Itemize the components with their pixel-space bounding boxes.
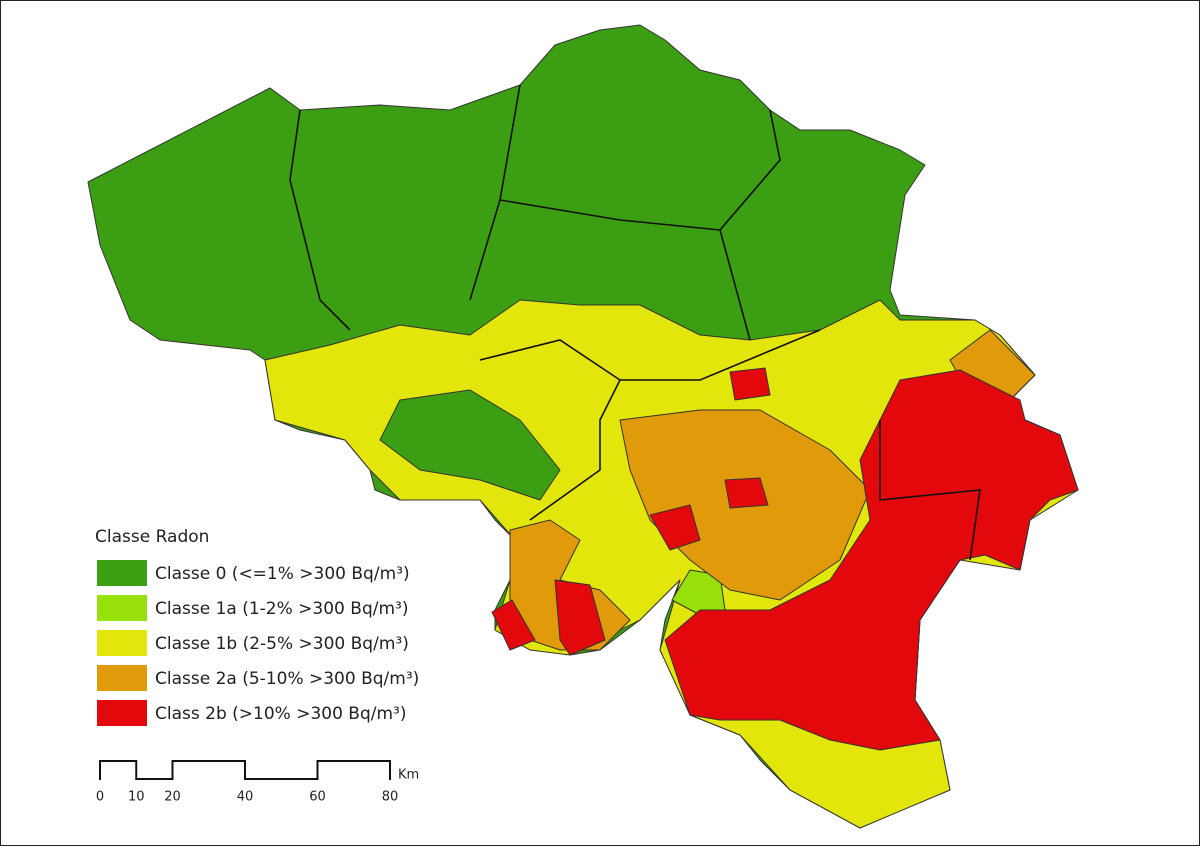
province-border — [879, 420, 981, 561]
scale-label: 20 — [164, 790, 181, 805]
scale-label: 40 — [237, 790, 254, 805]
scale-label: 10 — [128, 790, 145, 805]
scale-label: 80 — [382, 790, 399, 805]
scale-label: 60 — [309, 790, 326, 805]
zone-red-sw — [554, 579, 606, 656]
legend-swatch — [97, 560, 147, 586]
legend: Classe Radon Classe 0 (<=1% >300 Bq/m³) C… — [95, 527, 419, 726]
zone-red-n — [729, 367, 771, 401]
legend-label: Class 2b (>10% >300 Bq/m³) — [155, 704, 407, 724]
zone-red-c2 — [724, 477, 769, 509]
legend-swatch — [97, 630, 147, 656]
province-border — [719, 109, 781, 341]
zone-green-patch — [379, 389, 561, 501]
legend-title: Classe Radon — [95, 527, 209, 547]
scale-unit: Km — [398, 768, 419, 783]
province-border — [499, 199, 721, 231]
legend-label: Classe 0 (<=1% >300 Bq/m³) — [155, 564, 410, 584]
legend-label: Classe 1a (1-2% >300 Bq/m³) — [155, 599, 408, 619]
zone-red — [664, 369, 1079, 751]
map — [87, 24, 1079, 829]
province-border — [289, 179, 351, 331]
province-border — [289, 109, 301, 181]
scale-bar: 0 10 20 40 60 80 Km — [96, 760, 419, 805]
zone-red-c — [649, 504, 701, 551]
legend-label: Classe 2a (5-10% >300 Bq/m³) — [155, 669, 419, 689]
province-border — [529, 379, 621, 521]
zone-red-sw2 — [491, 599, 536, 651]
legend-label: Classe 1b (2-5% >300 Bq/m³) — [155, 634, 409, 654]
scale-label: 0 — [96, 790, 104, 805]
legend-swatch — [97, 665, 147, 691]
legend-swatch — [97, 595, 147, 621]
legend-swatch — [97, 700, 147, 726]
